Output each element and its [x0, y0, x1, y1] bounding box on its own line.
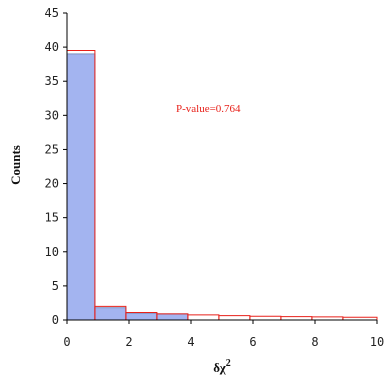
y-tick-label-20: 20: [45, 177, 59, 191]
x-tick-label-10: 10: [370, 335, 384, 349]
expected-step-5: [187, 314, 220, 320]
histogram-bar-2: [94, 307, 127, 321]
y-tick-label-40: 40: [45, 40, 59, 54]
expected-step-10: [342, 316, 378, 320]
axes-layer: [66, 13, 377, 321]
y-ticks: 0 5 10 15 20 25 30 35 40 45: [45, 6, 67, 327]
y-tick-label-25: 25: [45, 142, 59, 156]
y-tick-label-30: 30: [45, 108, 59, 122]
y-tick-label-0: 0: [52, 313, 59, 327]
x-axis-title-superscript: 2: [226, 358, 231, 369]
histogram-bar-3: [125, 312, 158, 321]
y-axis-title: Counts: [8, 145, 23, 185]
p-value-annotation: P-value=0.764: [176, 103, 241, 115]
y-tick-label-5: 5: [52, 279, 59, 293]
expected-step-8: [280, 316, 313, 320]
expected-step-7: [249, 315, 282, 320]
x-ticks: 0 2 4 6 8 10: [63, 320, 384, 349]
y-tick-label-45: 45: [45, 6, 59, 20]
x-axis-title-main: δχ: [213, 360, 227, 375]
expected-step-layer: [66, 50, 378, 320]
x-tick-label-2: 2: [125, 335, 132, 349]
x-tick-label-8: 8: [311, 335, 318, 349]
x-tick-label-4: 4: [187, 335, 194, 349]
expected-step-6: [218, 315, 251, 320]
y-tick-label-35: 35: [45, 74, 59, 88]
y-tick-label-10: 10: [45, 245, 59, 259]
x-tick-label-0: 0: [63, 335, 70, 349]
bars-layer: [66, 53, 189, 321]
histogram-bar-1: [66, 53, 96, 321]
y-tick-label-15: 15: [45, 211, 59, 225]
x-tick-label-6: 6: [249, 335, 256, 349]
x-axis-title: δχ2: [213, 358, 231, 375]
annotations: P-value=0.764: [176, 103, 241, 115]
histogram-bar-4: [156, 313, 189, 321]
